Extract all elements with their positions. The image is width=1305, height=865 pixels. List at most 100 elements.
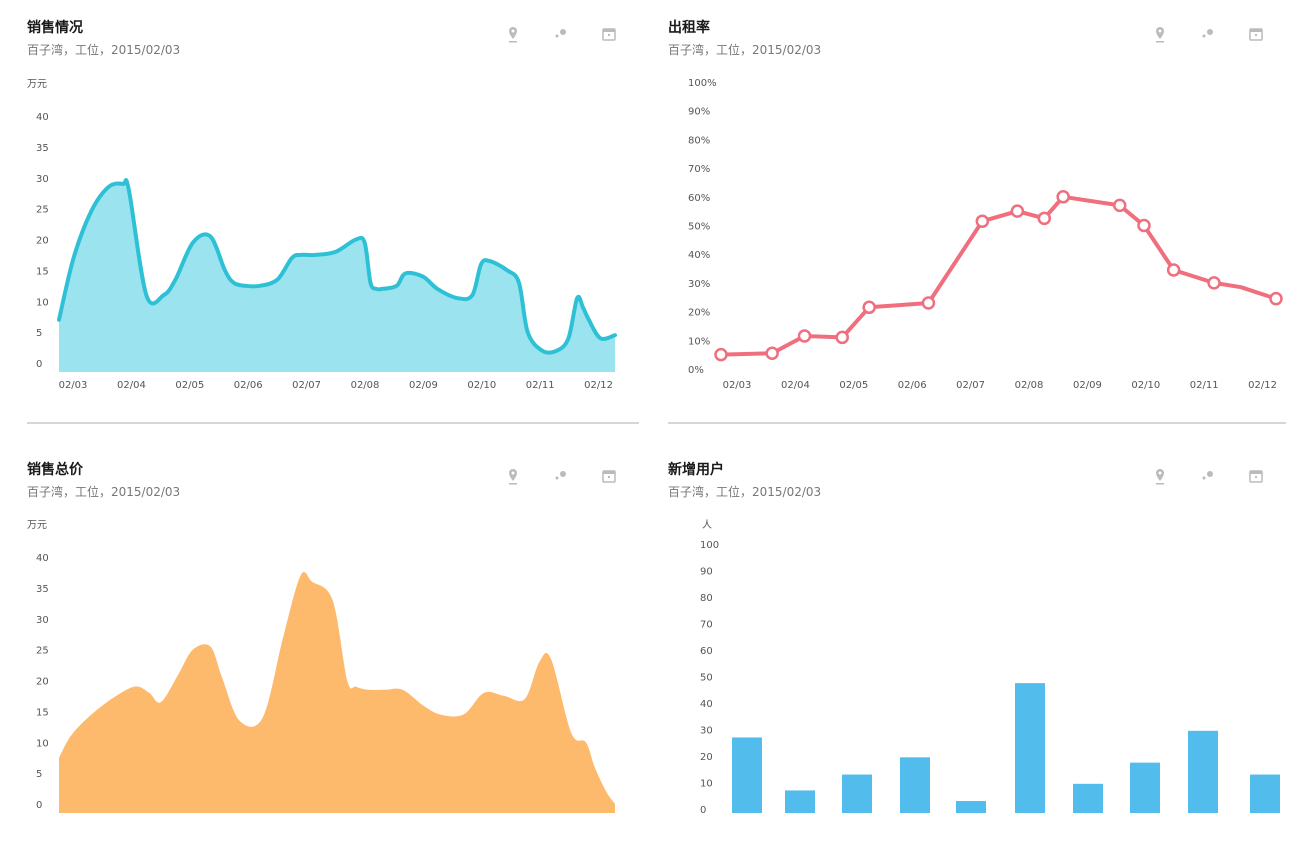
y-tick-label: 20 [700,752,713,763]
dots-icon[interactable] [1198,466,1218,486]
y-tick-label: 100 [700,540,719,551]
x-tick-label: 02/03 [59,380,88,391]
y-tick-label: 90 [700,567,713,578]
data-point [714,347,728,362]
x-tick-label: 02/07 [956,380,985,391]
sales-area-fill [59,180,615,372]
y-axis-unit: 万元 [27,520,47,531]
bar [1188,730,1218,813]
total-sales-area-chart: 万元 0 5 10 15 20 25 30 35 40 [27,520,615,813]
data-point [1037,211,1052,226]
data-point [835,330,849,345]
total-sales-card: 销售总价 百子湾，工位，2015/02/03 万元 0 5 10 15 20 25 30 35 4… [27,442,639,865]
y-tick-label: 0 [36,359,42,370]
x-tick-label: 02/05 [839,380,868,391]
data-point [1112,198,1127,213]
card-subtitle: 百子湾，工位，2015/02/03 [668,485,822,499]
location-pin-icon[interactable] [1150,24,1170,44]
data-point [1207,276,1221,290]
y-tick-label: 50 [700,673,713,684]
bar [732,737,762,813]
y-tick-label: 30% [688,279,710,290]
location-pin-icon[interactable] [1150,466,1170,486]
calendar-icon[interactable] [599,466,619,486]
y-tick-label: 50% [688,222,710,233]
y-tick-label: 15 [36,266,49,277]
y-tick-label: 90% [688,107,710,118]
card-toolbar [1150,24,1266,44]
data-point [765,346,779,360]
dots-icon[interactable] [1198,24,1218,44]
y-tick-label: 20% [688,308,710,319]
calendar-icon[interactable] [1246,24,1266,44]
y-tick-label: 30 [36,174,49,185]
x-tick-label: 02/11 [1190,380,1219,391]
y-tick-label: 10 [700,779,713,790]
location-pin-icon[interactable] [503,24,523,44]
location-pin-icon[interactable] [503,466,523,486]
y-tick-label: 10 [36,738,49,749]
total-sales-area-fill [59,571,615,813]
card-title: 出租率 [668,20,710,36]
y-tick-label: 10 [36,297,49,308]
calendar-icon[interactable] [599,24,619,44]
x-tick-label: 02/04 [781,380,810,391]
y-tick-label: 20 [36,677,49,688]
calendar-icon[interactable] [1246,466,1266,486]
sales-line [57,178,617,355]
sales-area-chart: 万元 0 5 10 15 20 25 30 35 40 02/03 02/04 02/05 02/06 02… [27,79,617,391]
y-tick-label: 60% [688,193,710,204]
y-tick-label: 60 [700,646,713,657]
y-axis-unit: 万元 [27,79,47,90]
dots-icon[interactable] [551,466,571,486]
card-title: 销售情况 [27,20,83,36]
data-point [1166,263,1181,277]
x-tick-label: 02/07 [292,380,321,391]
card-title: 销售总价 [27,462,83,478]
y-tick-label: 70% [688,164,710,175]
card-toolbar [503,466,619,486]
x-tick-label: 02/12 [1248,380,1277,391]
x-tick-label: 02/08 [1015,380,1044,391]
card-toolbar [1150,466,1266,486]
x-tick-label: 02/03 [723,380,752,391]
y-tick-label: 20 [36,236,49,247]
card-subtitle: 百子湾，工位，2015/02/03 [27,43,181,57]
x-tick-label: 02/06 [234,380,263,391]
card-toolbar [503,24,619,44]
y-tick-label: 40 [36,112,49,123]
data-point [1056,190,1070,204]
y-tick-label: 70 [700,620,713,631]
new-users-card: 新增用户 百子湾，工位，2015/02/03 人 0 10 20 30 40 50 60 70 8… [668,442,1286,865]
x-tick-label: 02/05 [175,380,204,391]
y-tick-label: 40 [700,699,713,710]
occupancy-line-chart: 0% 10% 20% 30% 40% 50% 60% 70% 80% 90% 100% 02/03 02… [688,78,1283,391]
y-tick-label: 15 [36,707,49,718]
bar [1015,683,1045,813]
data-point [797,329,812,343]
bar [956,801,986,813]
data-point [862,300,876,315]
dots-icon[interactable] [551,24,571,44]
bar [785,790,815,813]
occupancy-card: 出租率 百子湾，工位，2015/02/03 0% 10% 20% 30% 40% 50% 6… [668,0,1286,430]
data-point [921,296,936,310]
y-tick-label: 0 [700,805,706,816]
data-point [975,214,990,228]
bar [1073,783,1103,813]
y-tick-label: 40% [688,250,710,261]
card-divider [27,422,639,424]
y-tick-label: 5 [36,328,42,339]
y-tick-label: 100% [688,78,717,89]
bar [1250,774,1280,813]
sales-card: 销售情况 百子湾，工位，2015/02/03 万元 0 5 10 15 20 25 30 35 4… [27,0,639,430]
y-tick-label: 80% [688,135,710,146]
y-tick-label: 40 [36,553,49,564]
data-point [1137,218,1151,233]
x-tick-label: 02/11 [526,380,555,391]
y-tick-label: 0 [36,800,42,811]
x-tick-label: 02/10 [1131,380,1160,391]
data-point [1269,291,1283,306]
x-tick-label: 02/09 [1073,380,1102,391]
card-subtitle: 百子湾，工位，2015/02/03 [27,485,181,499]
